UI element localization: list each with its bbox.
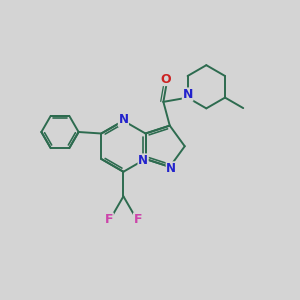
Text: N: N <box>138 154 148 167</box>
Text: N: N <box>182 88 193 101</box>
Text: N: N <box>166 162 176 175</box>
Text: F: F <box>105 213 113 226</box>
Text: O: O <box>160 73 171 85</box>
Text: N: N <box>118 113 128 126</box>
Text: F: F <box>134 213 142 226</box>
